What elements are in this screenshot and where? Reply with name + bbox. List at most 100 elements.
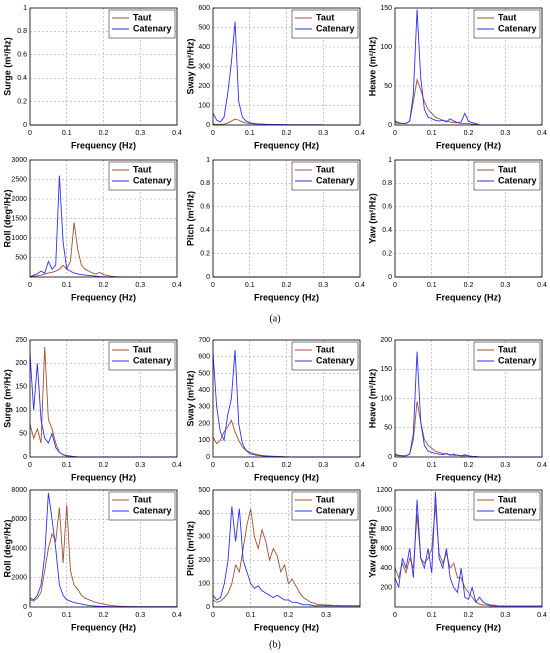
y-tick-label: 50	[384, 425, 392, 432]
y-tick-label: 200	[15, 360, 27, 367]
y-axis-label: Yaw (m²/Hz)	[367, 193, 377, 244]
x-tick-label: 0.1	[427, 612, 437, 619]
legend-label: Catenary	[498, 23, 537, 33]
y-tick-label: 0.6	[200, 204, 210, 211]
x-tick-label: 0.2	[282, 130, 292, 137]
x-tick-label: 0	[393, 462, 397, 469]
x-tick-label: 0.3	[135, 612, 145, 619]
x-tick-label: 0.4	[355, 462, 365, 469]
x-tick-label: 0	[28, 462, 32, 469]
y-tick-label: 2000	[11, 196, 27, 203]
y-tick-label: 1500	[11, 215, 27, 222]
x-tick-label: 0.3	[500, 282, 510, 289]
x-tick-label: 0	[211, 612, 215, 619]
y-tick-label: 0	[23, 122, 27, 129]
y-tick-label: 100	[380, 44, 392, 51]
y-tick-label: 300	[198, 404, 210, 411]
y-tick-label: 700	[198, 337, 210, 344]
x-tick-label: 0.1	[245, 130, 255, 137]
series-line	[394, 491, 542, 607]
x-tick-label: 0	[28, 612, 32, 619]
y-axis-label: Sway (m²/Hz)	[185, 38, 195, 94]
y-axis-label: Surge (m²/Hz)	[2, 369, 12, 428]
caption: (a)	[269, 313, 280, 324]
legend-box	[291, 161, 359, 191]
y-tick-label: 150	[380, 366, 392, 373]
y-tick-label: 300	[198, 534, 210, 541]
x-tick-label: 0.4	[537, 462, 547, 469]
x-tick-label: 0.3	[135, 282, 145, 289]
x-tick-label: 0.4	[172, 282, 182, 289]
y-tick-label: 6000	[11, 516, 27, 523]
x-tick-label: 0.2	[99, 282, 109, 289]
x-tick-label: 0.3	[321, 612, 331, 619]
x-tick-label: 0.4	[172, 130, 182, 137]
y-tick-label: 250	[15, 337, 27, 344]
y-tick-label: 0.2	[17, 98, 27, 105]
x-tick-label: 0.2	[284, 612, 294, 619]
y-tick-label: 500	[198, 487, 210, 494]
legend-box	[473, 9, 541, 39]
y-tick-label: 0.8	[17, 28, 27, 35]
x-tick-label: 0.1	[62, 282, 72, 289]
x-tick-label: 0.3	[318, 130, 328, 137]
y-tick-label: 1000	[11, 235, 27, 242]
y-tick-label: 1	[23, 5, 27, 12]
y-tick-label: 1000	[376, 506, 392, 513]
y-tick-label: 200	[380, 584, 392, 591]
x-tick-label: 0.1	[246, 612, 256, 619]
y-tick-label: 0	[206, 274, 210, 281]
x-axis-label: Frequency (Hz)	[254, 622, 319, 632]
y-tick-label: 400	[198, 44, 210, 51]
x-axis-label: Frequency (Hz)	[436, 472, 501, 482]
y-tick-label: 500	[198, 24, 210, 31]
y-tick-label: 0.2	[200, 250, 210, 257]
y-tick-label: 0.4	[200, 227, 210, 234]
x-tick-label: 0.1	[62, 612, 72, 619]
y-tick-label: 400	[198, 510, 210, 517]
x-tick-label: 0	[393, 612, 397, 619]
x-axis-label: Frequency (Hz)	[254, 472, 319, 482]
y-tick-label: 1200	[376, 487, 392, 494]
legend-label: Taut	[316, 12, 334, 22]
x-tick-label: 0.1	[62, 462, 72, 469]
y-tick-label: 300	[198, 63, 210, 70]
x-tick-label: 0	[393, 282, 397, 289]
x-tick-label: 0.2	[99, 462, 109, 469]
y-tick-label: 200	[380, 337, 392, 344]
y-tick-label: 200	[198, 420, 210, 427]
x-tick-label: 0.3	[500, 462, 510, 469]
legend-box	[291, 9, 359, 39]
y-tick-label: 800	[380, 526, 392, 533]
y-tick-label: 200	[198, 557, 210, 564]
legend-label: Taut	[498, 164, 516, 174]
legend-label: Taut	[133, 164, 151, 174]
y-tick-label: 100	[198, 580, 210, 587]
y-tick-label: 50	[384, 83, 392, 90]
y-tick-label: 0	[206, 122, 210, 129]
x-tick-label: 0.2	[99, 130, 109, 137]
legend-label: Taut	[133, 12, 151, 22]
x-tick-label: 0.3	[318, 462, 328, 469]
y-tick-label: 150	[15, 384, 27, 391]
x-axis-label: Frequency (Hz)	[436, 292, 501, 302]
y-tick-label: 100	[380, 395, 392, 402]
plot-frame	[212, 7, 361, 126]
caption: (b)	[269, 639, 281, 650]
y-tick-label: 3000	[11, 157, 27, 164]
legend-label: Taut	[133, 494, 151, 504]
y-tick-label: 8000	[11, 487, 27, 494]
plot-frame	[212, 339, 361, 458]
y-tick-label: 500	[15, 254, 27, 261]
x-tick-label: 0.1	[62, 130, 72, 137]
y-axis-label: Pitch (m²/Hz)	[185, 191, 195, 246]
legend-label: Catenary	[498, 505, 537, 515]
x-tick-label: 0.4	[537, 282, 547, 289]
x-tick-label: 0.2	[282, 462, 292, 469]
plot-frame	[29, 339, 178, 458]
y-tick-label: 1	[206, 157, 210, 164]
plot-frame	[29, 159, 178, 278]
y-tick-label: 400	[380, 565, 392, 572]
x-tick-label: 0.2	[464, 462, 474, 469]
